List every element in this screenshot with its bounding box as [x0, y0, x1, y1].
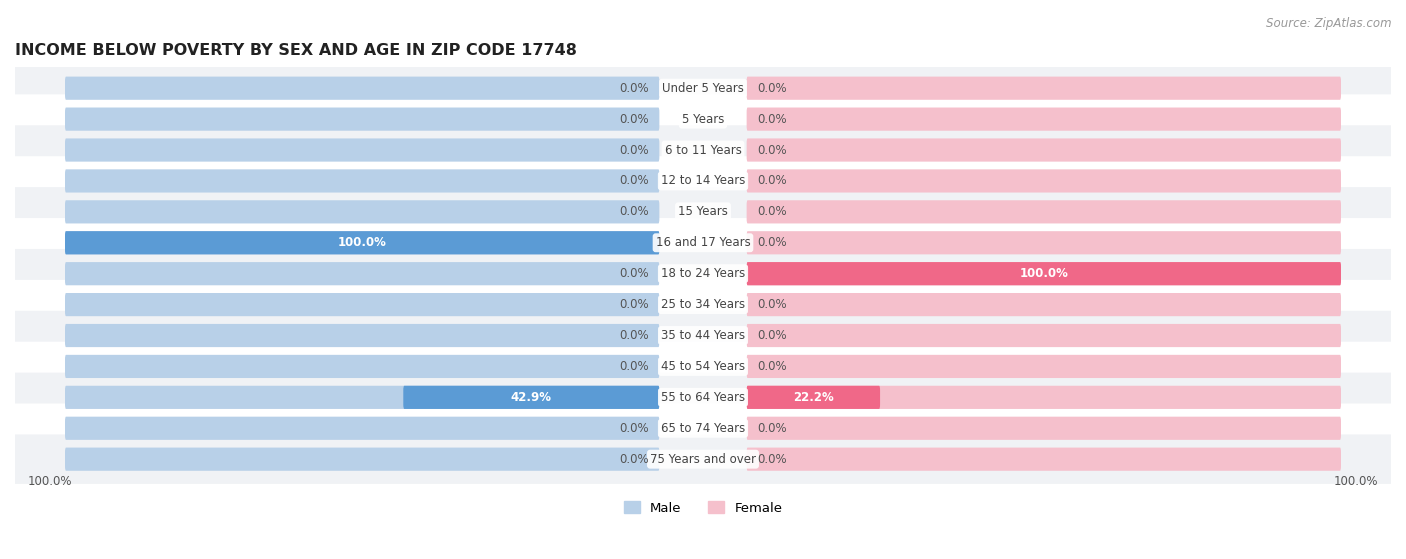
Text: 15 Years: 15 Years — [678, 205, 728, 219]
FancyBboxPatch shape — [404, 386, 659, 409]
Text: 22.2%: 22.2% — [793, 391, 834, 404]
FancyBboxPatch shape — [13, 342, 1393, 391]
FancyBboxPatch shape — [65, 139, 659, 162]
Text: 0.0%: 0.0% — [619, 267, 648, 280]
FancyBboxPatch shape — [13, 125, 1393, 175]
FancyBboxPatch shape — [65, 169, 659, 192]
Text: 0.0%: 0.0% — [619, 298, 648, 311]
Text: 0.0%: 0.0% — [758, 236, 787, 249]
FancyBboxPatch shape — [747, 386, 880, 409]
FancyBboxPatch shape — [13, 187, 1393, 236]
FancyBboxPatch shape — [13, 373, 1393, 422]
Text: 0.0%: 0.0% — [758, 298, 787, 311]
FancyBboxPatch shape — [747, 324, 1341, 347]
Text: 5 Years: 5 Years — [682, 112, 724, 126]
Text: 75 Years and over: 75 Years and over — [650, 453, 756, 466]
FancyBboxPatch shape — [747, 293, 1341, 316]
FancyBboxPatch shape — [13, 434, 1393, 484]
FancyBboxPatch shape — [65, 77, 659, 100]
Legend: Male, Female: Male, Female — [624, 501, 782, 515]
FancyBboxPatch shape — [747, 416, 1341, 440]
FancyBboxPatch shape — [65, 355, 659, 378]
FancyBboxPatch shape — [747, 448, 1341, 471]
Text: INCOME BELOW POVERTY BY SEX AND AGE IN ZIP CODE 17748: INCOME BELOW POVERTY BY SEX AND AGE IN Z… — [15, 43, 576, 58]
FancyBboxPatch shape — [13, 404, 1393, 453]
Text: 16 and 17 Years: 16 and 17 Years — [655, 236, 751, 249]
Text: 18 to 24 Years: 18 to 24 Years — [661, 267, 745, 280]
Text: 0.0%: 0.0% — [619, 453, 648, 466]
FancyBboxPatch shape — [65, 386, 659, 409]
FancyBboxPatch shape — [13, 64, 1393, 113]
Text: 0.0%: 0.0% — [619, 360, 648, 373]
Text: 100.0%: 100.0% — [337, 236, 387, 249]
FancyBboxPatch shape — [65, 200, 659, 224]
FancyBboxPatch shape — [747, 262, 1341, 285]
FancyBboxPatch shape — [13, 311, 1393, 360]
Text: Source: ZipAtlas.com: Source: ZipAtlas.com — [1267, 17, 1392, 30]
FancyBboxPatch shape — [747, 386, 1341, 409]
Text: Under 5 Years: Under 5 Years — [662, 82, 744, 94]
Text: 0.0%: 0.0% — [758, 360, 787, 373]
Text: 0.0%: 0.0% — [758, 205, 787, 219]
FancyBboxPatch shape — [65, 107, 659, 131]
Text: 0.0%: 0.0% — [619, 329, 648, 342]
FancyBboxPatch shape — [13, 218, 1393, 268]
FancyBboxPatch shape — [65, 448, 659, 471]
Text: 100.0%: 100.0% — [1019, 267, 1069, 280]
Text: 55 to 64 Years: 55 to 64 Years — [661, 391, 745, 404]
Text: 0.0%: 0.0% — [758, 174, 787, 187]
FancyBboxPatch shape — [13, 249, 1393, 299]
FancyBboxPatch shape — [747, 200, 1341, 224]
Text: 6 to 11 Years: 6 to 11 Years — [665, 144, 741, 157]
FancyBboxPatch shape — [747, 107, 1341, 131]
Text: 25 to 34 Years: 25 to 34 Years — [661, 298, 745, 311]
FancyBboxPatch shape — [747, 355, 1341, 378]
Text: 0.0%: 0.0% — [758, 453, 787, 466]
FancyBboxPatch shape — [13, 156, 1393, 206]
Text: 0.0%: 0.0% — [619, 205, 648, 219]
Text: 100.0%: 100.0% — [28, 475, 72, 488]
FancyBboxPatch shape — [13, 94, 1393, 144]
FancyBboxPatch shape — [65, 416, 659, 440]
Text: 35 to 44 Years: 35 to 44 Years — [661, 329, 745, 342]
FancyBboxPatch shape — [65, 231, 659, 254]
FancyBboxPatch shape — [65, 231, 659, 254]
Text: 12 to 14 Years: 12 to 14 Years — [661, 174, 745, 187]
FancyBboxPatch shape — [65, 324, 659, 347]
Text: 0.0%: 0.0% — [619, 82, 648, 94]
Text: 0.0%: 0.0% — [758, 421, 787, 435]
Text: 65 to 74 Years: 65 to 74 Years — [661, 421, 745, 435]
Text: 0.0%: 0.0% — [758, 329, 787, 342]
Text: 0.0%: 0.0% — [619, 144, 648, 157]
Text: 0.0%: 0.0% — [758, 144, 787, 157]
Text: 0.0%: 0.0% — [619, 174, 648, 187]
Text: 45 to 54 Years: 45 to 54 Years — [661, 360, 745, 373]
FancyBboxPatch shape — [65, 262, 659, 285]
Text: 0.0%: 0.0% — [758, 112, 787, 126]
FancyBboxPatch shape — [747, 77, 1341, 100]
Text: 0.0%: 0.0% — [619, 421, 648, 435]
Text: 42.9%: 42.9% — [510, 391, 551, 404]
FancyBboxPatch shape — [13, 280, 1393, 329]
FancyBboxPatch shape — [747, 262, 1341, 285]
FancyBboxPatch shape — [747, 169, 1341, 192]
FancyBboxPatch shape — [747, 139, 1341, 162]
FancyBboxPatch shape — [65, 293, 659, 316]
Text: 0.0%: 0.0% — [619, 112, 648, 126]
Text: 100.0%: 100.0% — [1334, 475, 1378, 488]
Text: 0.0%: 0.0% — [758, 82, 787, 94]
FancyBboxPatch shape — [747, 231, 1341, 254]
